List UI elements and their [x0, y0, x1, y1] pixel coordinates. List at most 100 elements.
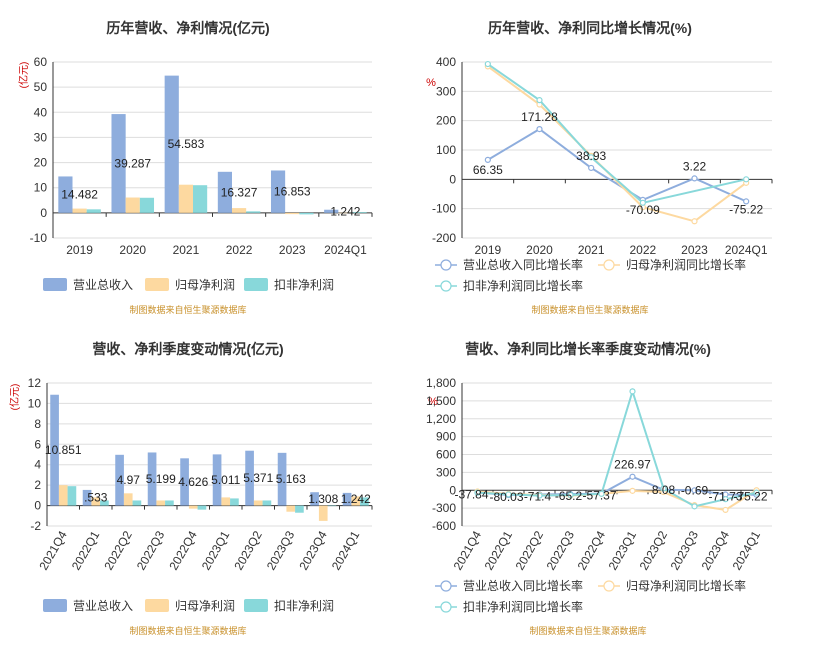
x-tick-label: 2022Q3 [134, 528, 168, 572]
line-data-label: -70.09 [626, 203, 660, 217]
legend-label: 归母净利润 [175, 599, 235, 613]
source-note: 制图数据来自恒生聚源数据库 [129, 304, 246, 315]
y-tick-label: 200 [436, 114, 456, 128]
bar-revenue [270, 170, 286, 213]
line-point [691, 503, 698, 510]
line-data-label: 66.35 [473, 163, 503, 177]
line-data-label: -80.03 [489, 490, 523, 504]
x-tick-label: 2020 [526, 243, 553, 257]
bar-net-profit [338, 212, 353, 214]
bar-net-profit [188, 505, 198, 509]
x-tick-label: 2023Q4 [296, 528, 330, 572]
y-tick-label: 100 [436, 143, 456, 157]
chart-title: 历年营收、净利情况(亿元) [106, 20, 269, 36]
y-tick-label: 1,500 [426, 394, 456, 408]
bar-revenue [111, 114, 126, 213]
x-tick-label: 2022Q3 [544, 528, 578, 572]
line-point [743, 176, 750, 183]
x-tick-label: 2021Q4 [36, 528, 70, 572]
bar-deducted-profit [299, 212, 314, 215]
x-tick-label: 2024Q1 [730, 528, 764, 572]
bar-net-profit [91, 497, 101, 506]
bar-data-label: 4.626 [178, 475, 208, 489]
line-point [598, 490, 605, 497]
line-data-label: -37.84 [454, 488, 488, 502]
legend-label: 归母净利润同比增长率 [626, 257, 746, 272]
line-data-label: -75.22 [733, 490, 767, 504]
legend-label: 营业总收入 [73, 278, 133, 292]
bar-deducted-profit [352, 212, 367, 213]
line-point [691, 487, 698, 494]
y-tick-label: 900 [436, 430, 456, 444]
y-tick-label: -600 [432, 519, 456, 533]
x-tick-label: 2021Q4 [451, 528, 485, 572]
y-tick-label: 2 [34, 478, 41, 492]
legend-swatch [145, 278, 169, 291]
legend-label: 归母净利润 [175, 278, 235, 292]
bar-revenue [115, 454, 124, 506]
line-data-label: -65.2 [555, 489, 583, 503]
legend-marker [440, 601, 452, 613]
line-point [588, 154, 595, 161]
bar-net-profit [231, 208, 247, 213]
line-data-label: -71.73 [708, 490, 742, 504]
legend-label: 营业总收入同比增长率 [463, 578, 583, 593]
legend-marker [440, 259, 452, 271]
x-tick-label: 2023Q3 [264, 528, 298, 572]
y-tick-label: -300 [432, 501, 456, 515]
bar-revenue [277, 452, 287, 506]
legend-swatch [43, 278, 67, 291]
bar-data-label: 39.287 [114, 156, 151, 170]
x-tick-label: 2023Q1 [606, 528, 640, 572]
y-tick-label: 6 [34, 437, 41, 451]
legend-label: 扣非净利润 [274, 599, 334, 613]
bar-revenue [58, 176, 73, 213]
bar-deducted-profit [197, 505, 207, 510]
bar-revenue [212, 454, 222, 506]
line-point [691, 175, 698, 182]
x-tick-label: 2020 [119, 243, 146, 257]
bar-deducted-profit [295, 505, 304, 513]
bar-deducted-profit [327, 505, 337, 507]
legend-swatch [145, 599, 169, 612]
bar-revenue [310, 492, 319, 506]
legend-swatch [244, 599, 268, 612]
bar-revenue [217, 171, 232, 213]
line-point [474, 489, 481, 496]
line-point [536, 492, 543, 499]
x-tick-label: 2021 [173, 243, 200, 257]
line-point [536, 125, 543, 133]
bar-deducted-profit [86, 209, 101, 213]
x-tick-label: 2023Q2 [231, 528, 265, 572]
bar-data-label: .533 [84, 491, 108, 505]
line-point [639, 199, 646, 206]
line-data-label: 3.22 [683, 159, 707, 173]
y-axis-unit: % [426, 77, 436, 89]
y-tick-label: -10 [30, 231, 48, 245]
y-tick-label: 0 [40, 206, 47, 220]
legend-label: 扣非净利润同比增长率 [463, 278, 583, 293]
y-tick-label: 20 [34, 156, 48, 170]
line-point [567, 491, 574, 499]
bar-net-profit [285, 212, 300, 215]
chart-panel-2: 历年营收、净利同比增长情况(%)% -200 -100 0 100 200 300 400 20… [426, 20, 773, 315]
bar-revenue [324, 209, 339, 213]
line-point [660, 485, 667, 492]
bar-deducted-profit [67, 486, 77, 506]
line-data-label: -71.4 [524, 490, 552, 504]
bar-net-profit [178, 184, 194, 213]
bar-deducted-profit [193, 185, 208, 213]
bar-net-profit [253, 500, 263, 506]
line-point [629, 487, 636, 494]
bar-revenue [164, 75, 179, 213]
bar-data-label: 16.853 [274, 185, 311, 199]
bar-data-label: 10.851 [45, 443, 82, 457]
bar-revenue [82, 489, 92, 506]
bar-net-profit [58, 485, 68, 506]
y-tick-label: 8 [34, 417, 41, 431]
legend-swatch [43, 599, 67, 612]
line-series-2 [487, 65, 747, 223]
bar-net-profit [221, 497, 231, 506]
bar-deducted-profit [360, 497, 369, 506]
